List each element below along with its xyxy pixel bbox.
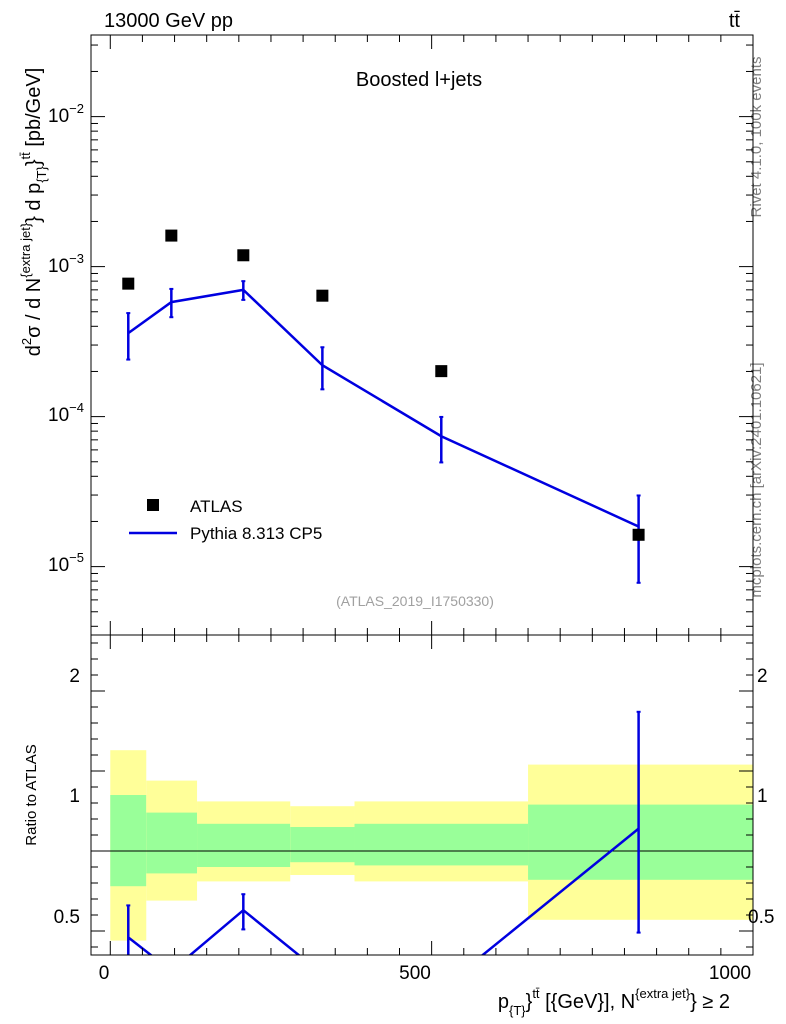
ratio-y-tick-labels-right: 0.5 1 2 <box>748 666 774 928</box>
atlas-data-point <box>122 277 135 290</box>
ratio-y-tick-2-right: 2 <box>757 666 768 687</box>
legend-atlas-marker <box>147 499 159 511</box>
atlas-data-point <box>632 528 645 541</box>
x-axis-label: p{T}}tt̄ [{GeV}], N{extra jet}} ≥ 2 <box>498 986 730 1018</box>
svg-text:10−4: 10−4 <box>48 400 84 426</box>
mcplots-reference-label: mcplots.cern.ch [arXiv:2401.10621] <box>748 362 765 597</box>
analysis-watermark: (ATLAS_2019_I1750330) <box>336 593 494 609</box>
legend-mc-label: Pythia 8.313 CP5 <box>190 524 322 543</box>
band-inner <box>197 823 291 867</box>
mc-line <box>127 288 640 528</box>
atlas-data-point <box>237 249 250 262</box>
band-inner <box>110 795 147 887</box>
main-panel: 10−5 10−4 10−3 10−2 Boosted l+jets (ATLA… <box>18 34 754 636</box>
mc-series-main <box>126 280 641 584</box>
ratio-panel-frame <box>90 634 754 956</box>
main-y-axis-label: d2σ / d N{extra jet}} d p{T}}tt̄ [pb/GeV… <box>18 68 49 357</box>
ratio-y-tick-1-left: 1 <box>69 786 80 807</box>
ratio-y-tick-2-left: 2 <box>69 666 80 687</box>
header-process-label: tt̄ <box>729 10 741 32</box>
band-inner <box>146 812 198 874</box>
header-energy-label: 13000 GeV pp <box>104 10 233 32</box>
atlas-data-point <box>165 229 178 242</box>
band-inner <box>354 823 529 866</box>
main-axis-ticks <box>91 35 754 635</box>
x-tick-0: 0 <box>99 963 110 984</box>
atlas-data-point <box>435 365 448 378</box>
legend-atlas-label: ATLAS <box>190 497 243 516</box>
ratio-panel: 0.5 1 2 0.5 1 2 0 500 1000 Ratio to ATLA… <box>23 634 774 1018</box>
rivet-version-label: Rivet 4.1.0, 100k events <box>748 57 765 218</box>
svg-text:10−2: 10−2 <box>48 101 84 127</box>
y-tick-label-1e-5: 10−5 <box>48 550 84 576</box>
ratio-y-tick-labels-left: 0.5 1 2 <box>54 666 80 928</box>
mc-series-ratio <box>126 710 641 955</box>
svg-text:10−3: 10−3 <box>48 251 84 277</box>
atlas-data-point <box>316 289 329 302</box>
ratio-uncertainty-bands <box>110 750 753 941</box>
ratio-y-tick-0.5-right: 0.5 <box>748 907 774 928</box>
ratio-y-tick-0.5-left: 0.5 <box>54 907 80 928</box>
chart-title: Boosted l+jets <box>356 69 482 91</box>
ratio-y-tick-1-right: 1 <box>757 786 768 807</box>
ratio-line <box>127 827 640 955</box>
x-tick-500: 500 <box>399 963 431 984</box>
atlas-series-main <box>122 229 645 541</box>
y-tick-label-1e-2: 10−2 <box>48 101 84 127</box>
main-y-tick-labels: 10−5 10−4 10−3 10−2 <box>48 101 84 576</box>
ratio-y-axis-label: Ratio to ATLAS <box>23 744 40 845</box>
main-panel-frame <box>90 34 754 636</box>
band-inner <box>528 804 753 880</box>
y-tick-label-1e-4: 10−4 <box>48 400 84 426</box>
svg-text:10−5: 10−5 <box>48 550 84 576</box>
band-inner <box>290 827 355 863</box>
legend: ATLAS Pythia 8.313 CP5 <box>129 497 322 543</box>
x-tick-1000: 1000 <box>709 963 751 984</box>
y-tick-label-1e-3: 10−3 <box>48 251 84 277</box>
x-tick-labels: 0 500 1000 <box>99 963 751 984</box>
